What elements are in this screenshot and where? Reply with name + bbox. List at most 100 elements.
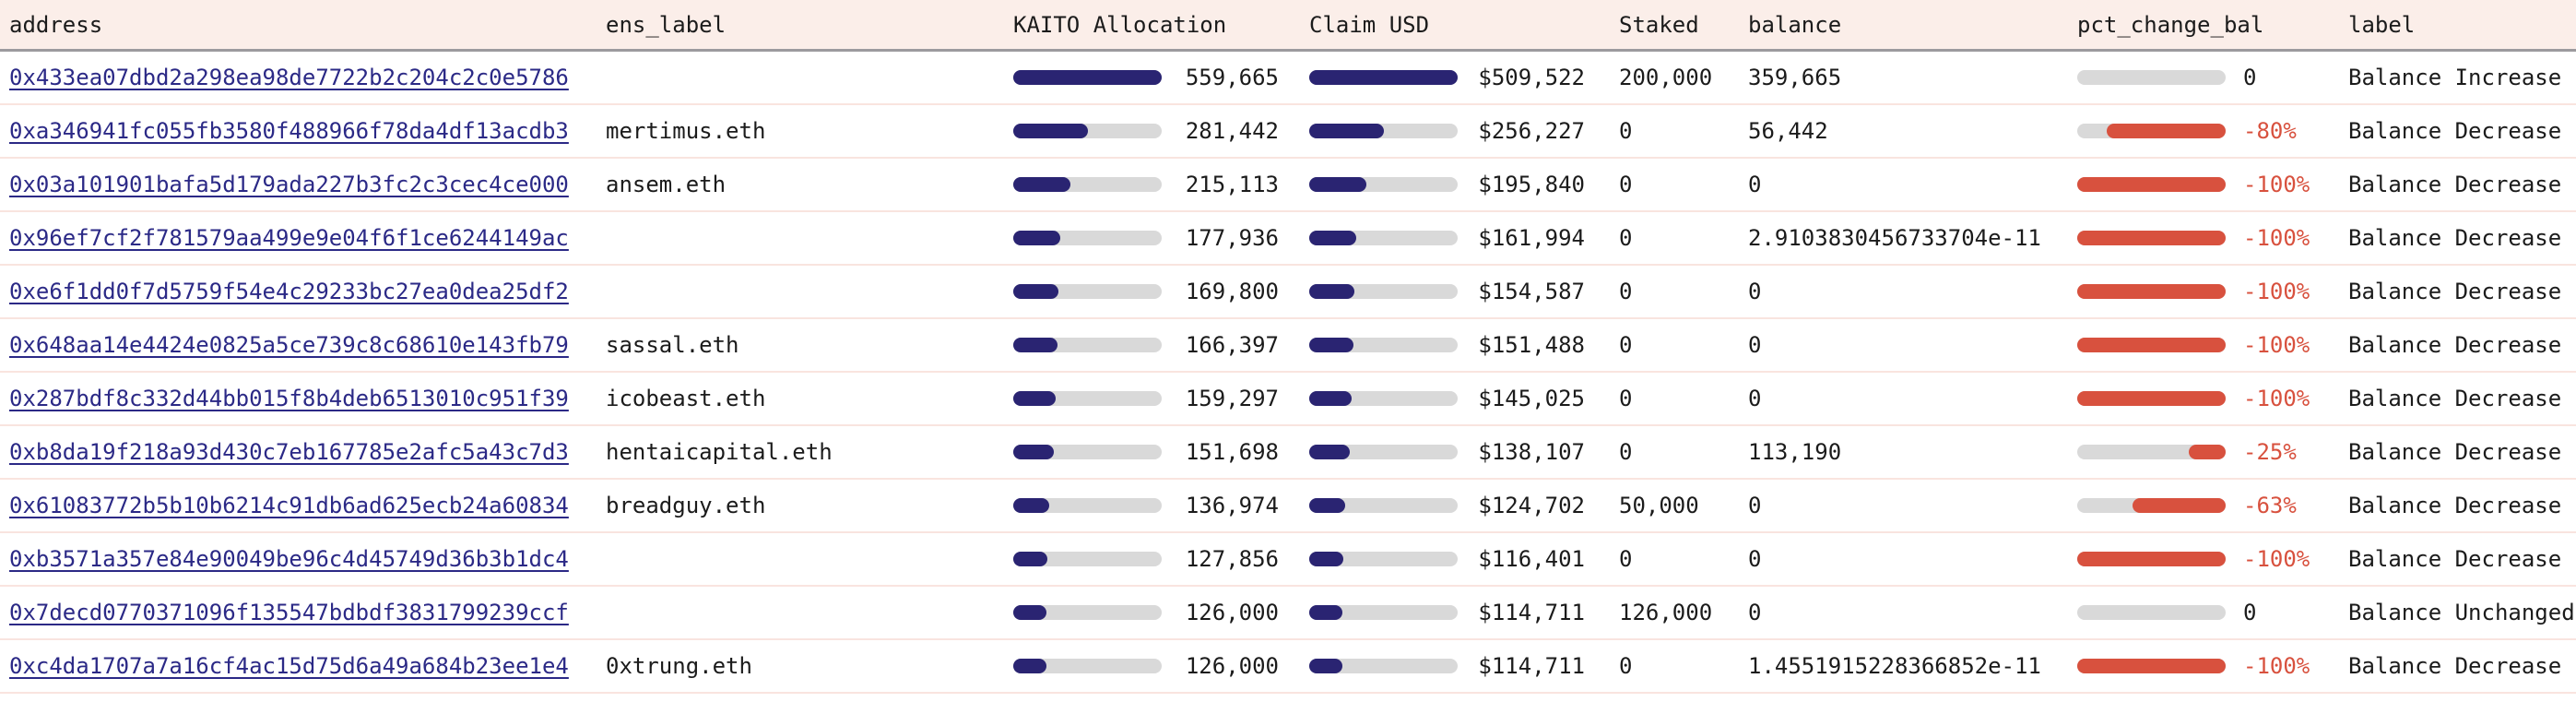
address-cell: 0x648aa14e4424e0825a5ce739c8c68610e143fb… (0, 332, 606, 358)
kaito-bar-track (1013, 124, 1162, 138)
kaito-bar-track (1013, 284, 1162, 299)
pct-bar-fill (2077, 552, 2226, 566)
claim-bar-track (1309, 231, 1458, 245)
balance-cell: 0 (1748, 386, 1762, 411)
kaito-bar-fill (1013, 231, 1061, 245)
claim-usd-cell: $116,401 (1309, 546, 1619, 572)
table-row: 0x61083772b5b10b6214c91db6ad625ecb24a608… (0, 480, 2576, 533)
kaito-allocation-cell: 126,000 (1013, 653, 1309, 679)
address-link[interactable]: 0xe6f1dd0f7d5759f54e4c29233bc27ea0dea25d… (9, 279, 569, 304)
balance-cell: 0 (1748, 600, 1762, 625)
address-link[interactable]: 0xb8da19f218a93d430c7eb167785e2afc5a43c7… (9, 439, 569, 465)
kaito-bar-fill (1013, 177, 1070, 192)
pct-bar-fill (2077, 391, 2226, 406)
kaito-value: 159,297 (1185, 386, 1279, 411)
label-cell: Balance Decrease (2348, 653, 2562, 679)
claim-usd-cell: $114,711 (1309, 600, 1619, 625)
kaito-bar-fill (1013, 445, 1054, 459)
pct-bar-fill (2188, 445, 2226, 459)
kaito-bar-track (1013, 338, 1162, 352)
kaito-bar-fill (1013, 659, 1047, 673)
pct-bar-fill (2077, 338, 2226, 352)
column-header-staked: Staked (1619, 11, 1699, 38)
table-row: 0xb8da19f218a93d430c7eb167785e2afc5a43c7… (0, 426, 2576, 480)
pct-value: 0 (2243, 65, 2257, 90)
label-cell: Balance Increase (2348, 65, 2562, 90)
address-link[interactable]: 0xc4da1707a7a16cf4ac15d75d6a49a684b23ee1… (9, 653, 569, 679)
address-cell: 0xa346941fc055fb3580f488966f78da4df13acd… (0, 118, 606, 144)
pct-value: -100% (2243, 172, 2310, 197)
staked-cell: 200,000 (1619, 65, 1713, 90)
claim-usd-cell: $138,107 (1309, 439, 1619, 465)
address-link[interactable]: 0x433ea07dbd2a298ea98de7722b2c204c2c0e57… (9, 65, 569, 90)
pct-change-bal-cell: -25% (2077, 439, 2348, 465)
pct-bar-fill (2077, 177, 2226, 192)
staked-cell: 50,000 (1619, 493, 1699, 518)
address-link[interactable]: 0xa346941fc055fb3580f488966f78da4df13acd… (9, 118, 569, 144)
claim-bar-track (1309, 338, 1458, 352)
pct-bar-track (2077, 659, 2226, 673)
kaito-bar-track (1013, 552, 1162, 566)
table-row: 0x7decd0770371096f135547bdbdf3831799239c… (0, 587, 2576, 640)
table-row: 0x96ef7cf2f781579aa499e9e04f6f1ce6244149… (0, 212, 2576, 266)
kaito-allocation-cell: 177,936 (1013, 225, 1309, 251)
kaito-allocation-cell: 127,856 (1013, 546, 1309, 572)
staked-cell: 0 (1619, 546, 1633, 572)
claim-usd-cell: $114,711 (1309, 653, 1619, 679)
kaito-bar-fill (1013, 391, 1056, 406)
claim-value: $114,711 (1478, 653, 1585, 679)
ens-label-cell: icobeast.eth (606, 386, 766, 411)
claim-usd-cell: $151,488 (1309, 332, 1619, 358)
claim-value: $124,702 (1478, 493, 1585, 518)
kaito-allocation-cell: 215,113 (1013, 172, 1309, 197)
claim-value: $151,488 (1478, 332, 1585, 358)
address-link[interactable]: 0x648aa14e4424e0825a5ce739c8c68610e143fb… (9, 332, 569, 358)
claim-usd-cell: $195,840 (1309, 172, 1619, 197)
kaito-allocation-cell: 136,974 (1013, 493, 1309, 518)
label-cell: Balance Decrease (2348, 225, 2562, 251)
claim-value: $154,587 (1478, 279, 1585, 304)
address-cell: 0x433ea07dbd2a298ea98de7722b2c204c2c0e57… (0, 65, 606, 90)
claim-bar-fill (1309, 231, 1357, 245)
kaito-value: 166,397 (1185, 332, 1279, 358)
claim-value: $161,994 (1478, 225, 1585, 251)
balance-cell: 113,190 (1748, 439, 1842, 465)
kaito-allocation-cell: 281,442 (1013, 118, 1309, 144)
label-cell: Balance Unchanged (2348, 600, 2575, 625)
ens-label-cell: ansem.eth (606, 172, 727, 197)
pct-bar-track (2077, 70, 2226, 85)
address-cell: 0xb3571a357e84e90049be96c4d45749d36b3b1d… (0, 546, 606, 572)
address-link[interactable]: 0x287bdf8c332d44bb015f8b4deb6513010c951f… (9, 386, 569, 411)
pct-bar-fill (2107, 124, 2226, 138)
kaito-value: 151,698 (1185, 439, 1279, 465)
pct-bar-fill (2077, 284, 2226, 299)
kaito-value: 177,936 (1185, 225, 1279, 251)
kaito-value: 215,113 (1185, 172, 1279, 197)
claim-usd-cell: $161,994 (1309, 225, 1619, 251)
balance-cell: 0 (1748, 332, 1762, 358)
address-cell: 0xb8da19f218a93d430c7eb167785e2afc5a43c7… (0, 439, 606, 465)
table-row: 0xc4da1707a7a16cf4ac15d75d6a49a684b23ee1… (0, 640, 2576, 694)
ens-label-cell: sassal.eth (606, 332, 739, 358)
claim-usd-cell: $509,522 (1309, 65, 1619, 90)
address-link[interactable]: 0x7decd0770371096f135547bdbdf3831799239c… (9, 600, 569, 625)
label-cell: Balance Decrease (2348, 118, 2562, 144)
staked-cell: 0 (1619, 118, 1633, 144)
ens-label-cell: mertimus.eth (606, 118, 766, 144)
pct-change-bal-cell: -80% (2077, 118, 2348, 144)
address-link[interactable]: 0x61083772b5b10b6214c91db6ad625ecb24a608… (9, 493, 569, 518)
address-link[interactable]: 0xb3571a357e84e90049be96c4d45749d36b3b1d… (9, 546, 569, 572)
kaito-allocation-cell: 169,800 (1013, 279, 1309, 304)
pct-value: -25% (2243, 439, 2297, 465)
balance-cell: 56,442 (1748, 118, 1828, 144)
address-link[interactable]: 0x03a101901bafa5d179ada227b3fc2c3cec4ce0… (9, 172, 569, 197)
kaito-bar-track (1013, 605, 1162, 620)
claim-usd-cell: $145,025 (1309, 386, 1619, 411)
kaito-bar-fill (1013, 124, 1088, 138)
address-link[interactable]: 0x96ef7cf2f781579aa499e9e04f6f1ce6244149… (9, 225, 569, 251)
column-header-balance: balance (1748, 11, 1842, 38)
kaito-bar-track (1013, 391, 1162, 406)
label-cell: Balance Decrease (2348, 172, 2562, 197)
kaito-allocation-cell: 126,000 (1013, 600, 1309, 625)
staked-cell: 0 (1619, 225, 1633, 251)
